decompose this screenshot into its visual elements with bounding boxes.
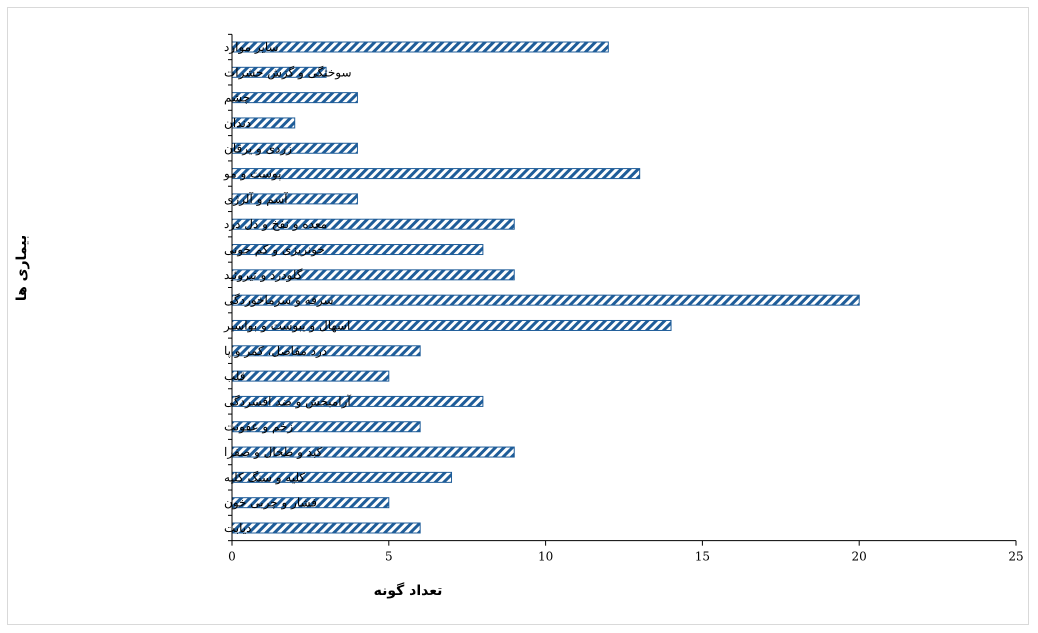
chart-area: دیابت فشار و چربی خون کلیه و سنگ کلیه کبد و… xyxy=(7,7,1029,625)
x-tick-label: 0 xyxy=(228,550,236,564)
category-label: کبد و طحال و صفرا xyxy=(224,445,323,459)
category-label: زردی و یرقان xyxy=(224,141,292,155)
category-label: سوختگی و گزش حشرات xyxy=(224,65,352,79)
category-label: گلودرد و تیروئید xyxy=(224,268,303,282)
x-tick-label: 15 xyxy=(695,550,710,564)
bar-chart: دیابت فشار و چربی خون کلیه و سنگ کلیه کبد و… xyxy=(14,33,1024,599)
bar xyxy=(231,41,609,53)
category-labels: دیابت فشار و چربی خون کلیه و سنگ کلیه کبد و… xyxy=(223,40,352,535)
category-label: زخم و عفونت xyxy=(224,420,293,434)
category-label: آرامبخش و ضد افسردگی xyxy=(224,393,351,408)
bar xyxy=(231,370,390,382)
category-label: درد مفاصل، کمر و پا xyxy=(224,344,327,358)
category-label: دیابت xyxy=(224,521,251,535)
x-axis-title: تعداد گونه xyxy=(374,582,443,599)
x-tick-label: 20 xyxy=(852,550,867,564)
category-label: خونریزی و کم خونی xyxy=(224,243,325,257)
bar xyxy=(231,92,358,104)
category-label: دندان xyxy=(224,116,251,130)
x-tick-label: 10 xyxy=(538,550,553,564)
category-label: سرفه و سرماخوردگی xyxy=(224,293,334,307)
category-label: فشار و چربی خون xyxy=(224,496,317,510)
category-label: سایر موارد xyxy=(224,40,279,54)
x-tick-label: 25 xyxy=(1008,550,1023,564)
bar xyxy=(231,168,641,180)
category-label: پوست و مو xyxy=(223,167,281,181)
category-label: کلیه و سنگ کلیه xyxy=(224,470,305,484)
category-label: قلب xyxy=(224,369,246,383)
y-axis-title: بیماری ها xyxy=(14,235,30,301)
x-tick-label: 5 xyxy=(385,550,393,564)
category-label: چشم xyxy=(224,91,250,105)
category-label: آسم و آلرژی xyxy=(224,191,288,206)
x-axis: 0 5 10 15 20 25 xyxy=(228,33,1024,564)
category-label: اسهال و یبوست و بواسیر xyxy=(223,318,350,332)
bars-layer xyxy=(231,41,860,534)
bar xyxy=(231,522,421,534)
category-label: معده و نفخ و دل درد xyxy=(224,217,327,231)
